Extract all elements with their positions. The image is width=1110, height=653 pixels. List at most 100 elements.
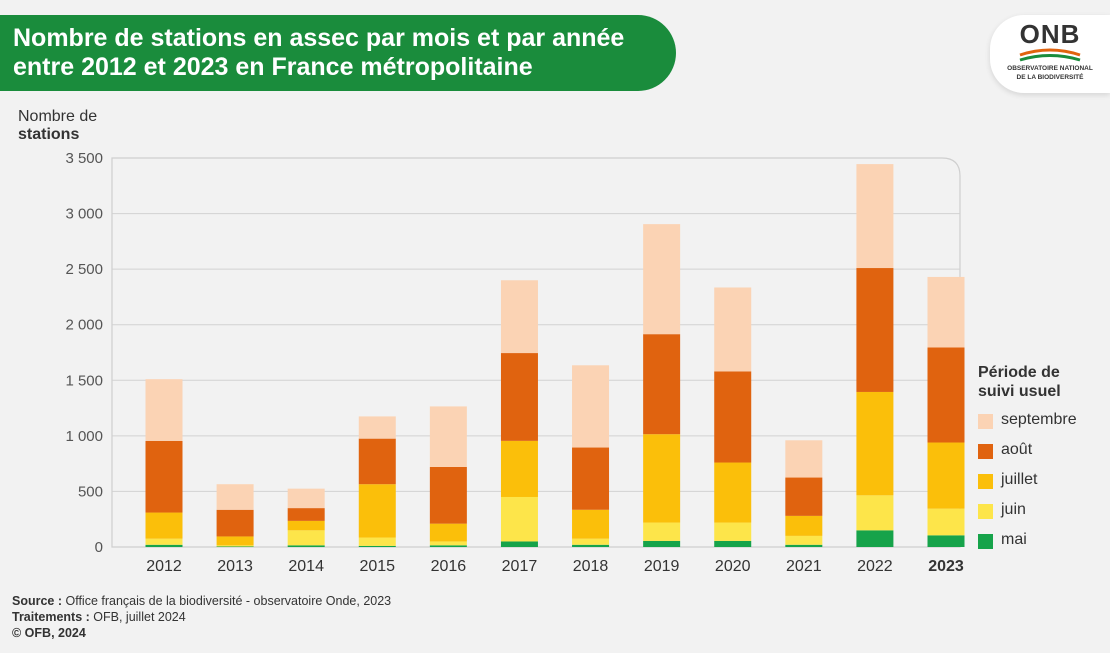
bar-juin-2012 (145, 538, 183, 545)
bar-juin-2021 (785, 535, 823, 545)
bar-septembre-2018 (572, 365, 610, 448)
bar-juin-2016 (429, 541, 467, 546)
legend-title: Période de suivi usuel (978, 363, 1108, 401)
bar-juillet-2013 (216, 536, 254, 546)
bar-juin-2022 (856, 495, 894, 531)
legend-label: mai (1001, 531, 1027, 548)
legend-item-juillet: juillet (978, 471, 1108, 493)
bar-septembre-2021 (785, 440, 823, 478)
bar-juillet-2019 (643, 434, 681, 523)
bar-juin-2013 (216, 545, 254, 547)
x-tick-label: 2022 (857, 558, 893, 575)
bar-aout-2019 (643, 334, 681, 435)
x-tick-label: 2016 (431, 558, 467, 575)
legend-title-line1: Période de (978, 364, 1060, 381)
bar-septembre-2015 (358, 416, 396, 439)
legend-label: août (1001, 441, 1033, 458)
legend-swatch (978, 504, 993, 519)
bar-mai-2021 (785, 544, 823, 547)
x-tick-label: 2012 (146, 558, 182, 575)
chart-title-line2: entre 2012 et 2023 en France métropolita… (13, 53, 533, 81)
ticks-layer: 0 500 1 000 1 500 2 000 2 500 3 000 3 500 (65, 150, 103, 556)
legend-label: juin (1001, 501, 1026, 518)
bar-mai-2020 (714, 540, 752, 547)
bar-septembre-2020 (714, 287, 752, 372)
y-tick-label: 0 (95, 539, 103, 556)
bar-mai-2022 (856, 530, 894, 547)
bar-septembre-2013 (216, 484, 254, 510)
y-tick-label: 1 000 (65, 428, 103, 445)
bar-aout-2015 (358, 438, 396, 485)
onb-logo-wave-icon (1019, 48, 1081, 62)
x-tick-label: 2014 (288, 558, 324, 575)
bar-juin-2020 (714, 522, 752, 541)
y-axis-label-line1: Nombre de (18, 108, 98, 125)
bar-juin-2015 (358, 537, 396, 546)
bar-aout-2023 (927, 347, 965, 443)
bar-juillet-2016 (429, 523, 467, 542)
bar-septembre-2016 (429, 406, 467, 467)
bar-aout-2020 (714, 371, 752, 463)
bar-mai-2023 (927, 535, 965, 547)
x-tick-label: 2020 (715, 558, 751, 575)
onb-logo-line1: OBSERVATOIRE NATIONAL (1007, 65, 1093, 72)
bar-juin-2018 (572, 538, 610, 545)
bar-aout-2017 (500, 353, 538, 441)
bar-aout-2013 (216, 509, 254, 537)
bar-mai-2014 (287, 545, 325, 547)
footer-traitements: Traitements : OFB, juillet 2024 (12, 609, 391, 625)
title-banner: Nombre de stations en assec par mois et … (0, 15, 676, 91)
bar-juillet-2012 (145, 512, 183, 539)
bar-juillet-2017 (500, 440, 538, 497)
y-tick-label: 2 000 (65, 317, 103, 334)
legend-swatch (978, 534, 993, 549)
bar-mai-2018 (572, 544, 610, 547)
bar-septembre-2023 (927, 276, 965, 348)
bar-mai-2012 (145, 544, 183, 547)
bar-juillet-2023 (927, 442, 965, 509)
legend-item-juin: juin (978, 501, 1108, 523)
bar-juin-2019 (643, 522, 681, 541)
x-tick-label: 2023 (928, 558, 964, 575)
footer-source-label: Source : (12, 594, 63, 608)
bar-septembre-2017 (500, 280, 538, 354)
y-tick-label: 3 500 (65, 150, 103, 167)
bar-mai-2019 (643, 540, 681, 547)
bar-mai-2017 (500, 541, 538, 547)
onb-wordmark: ONB (1019, 19, 1081, 49)
y-axis-label-line2: stations (18, 126, 80, 143)
footer-copyright: © OFB, 2024 (12, 626, 86, 640)
bar-mai-2015 (358, 545, 396, 547)
legend-label: septembre (1001, 411, 1077, 428)
legend-title-line2: suivi usuel (978, 383, 1061, 400)
legend-item-aout: août (978, 441, 1108, 463)
bar-aout-2021 (785, 477, 823, 516)
x-tick-label: 2017 (502, 558, 538, 575)
footer-source: Source : Office français de la biodivers… (12, 593, 391, 609)
legend-swatch (978, 474, 993, 489)
onb-logo: ONB OBSERVATOIRE NATIONAL DE LA BIODIVER… (990, 15, 1110, 93)
legend-swatch (978, 444, 993, 459)
x-tick-label: 2021 (786, 558, 822, 575)
bar-mai-2016 (429, 545, 467, 547)
x-tick-label: 2019 (644, 558, 680, 575)
legend-swatch (978, 414, 993, 429)
y-tick-label: 2 500 (65, 261, 103, 278)
bar-septembre-2022 (856, 164, 894, 269)
bar-aout-2016 (429, 466, 467, 524)
y-axis-label: Nombre de stations (18, 108, 97, 144)
x-tick-label: 2015 (359, 558, 395, 575)
bar-juillet-2021 (785, 515, 823, 536)
footer-traitements-text: OFB, juillet 2024 (89, 610, 186, 624)
bar-aout-2012 (145, 440, 183, 513)
bar-juin-2023 (927, 508, 965, 536)
bar-aout-2022 (856, 268, 894, 392)
bar-juin-2017 (500, 496, 538, 542)
bar-juillet-2018 (572, 509, 610, 539)
categories-layer: 2012 2013 2014 2015 2016 2017 2018 2019 2020 2021… (146, 558, 964, 575)
bar-septembre-2019 (643, 224, 681, 335)
bar-juillet-2014 (287, 520, 325, 531)
footer-traitements-label: Traitements : (12, 610, 90, 624)
y-tick-label: 500 (78, 483, 103, 500)
